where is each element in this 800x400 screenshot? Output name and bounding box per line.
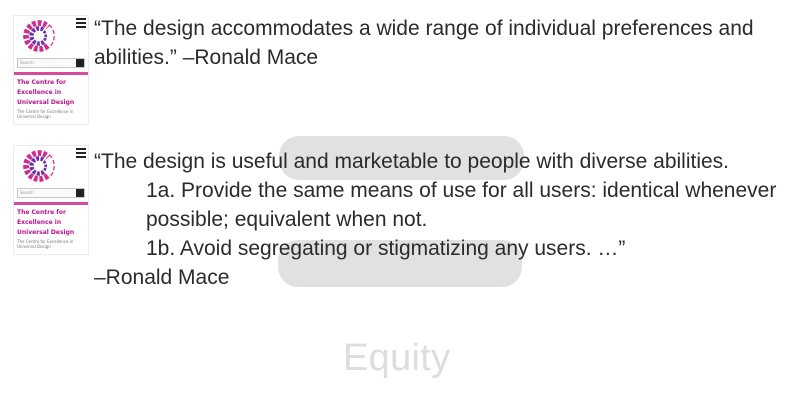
cud-thumbnail-bottom: Search The Centre for Excellence in Univ… (14, 146, 88, 254)
quote-item: 1b. Avoid segregating or stigmatizing an… (146, 237, 626, 260)
quote-item: possible; equivalent when not. (146, 208, 428, 231)
top-quote-block: “The design accommodates a wide range of… (94, 14, 784, 72)
thumbnail-small-text: The Centre for Excellence in Universal D… (17, 109, 74, 119)
search-button-icon[interactable] (76, 59, 84, 67)
circular-logo-icon (23, 150, 55, 182)
quote-intro: “The design is useful and marketable to … (94, 150, 730, 173)
magenta-divider (14, 202, 88, 205)
bottom-quote-block: “The design is useful and marketable to … (94, 147, 784, 292)
circular-logo-icon (23, 20, 55, 52)
search-input[interactable]: Search (17, 188, 85, 198)
search-placeholder: Search (20, 190, 34, 195)
magenta-divider (14, 72, 88, 75)
equity-watermark: Equity (343, 337, 451, 379)
thumbnail-title: The Centre for Excellence in Universal D… (17, 79, 75, 106)
hamburger-menu-icon[interactable] (76, 18, 86, 28)
quote-item: 1a. Provide the same means of use for al… (146, 179, 777, 202)
search-placeholder: Search (20, 60, 34, 65)
search-input[interactable]: Search (17, 58, 85, 68)
quote-line: abilities.” –Ronald Mace (94, 46, 319, 69)
thumbnail-title: The Centre for Excellence in Universal D… (17, 209, 75, 236)
quote-author: –Ronald Mace (94, 266, 230, 289)
search-button-icon[interactable] (76, 189, 84, 197)
thumbnail-small-text: The Centre for Excellence in Universal D… (17, 239, 74, 249)
hamburger-menu-icon[interactable] (76, 148, 86, 158)
quote-line: “The design accommodates a wide range of… (94, 17, 754, 40)
cud-thumbnail-top: Search The Centre for Excellence in Univ… (14, 16, 88, 124)
